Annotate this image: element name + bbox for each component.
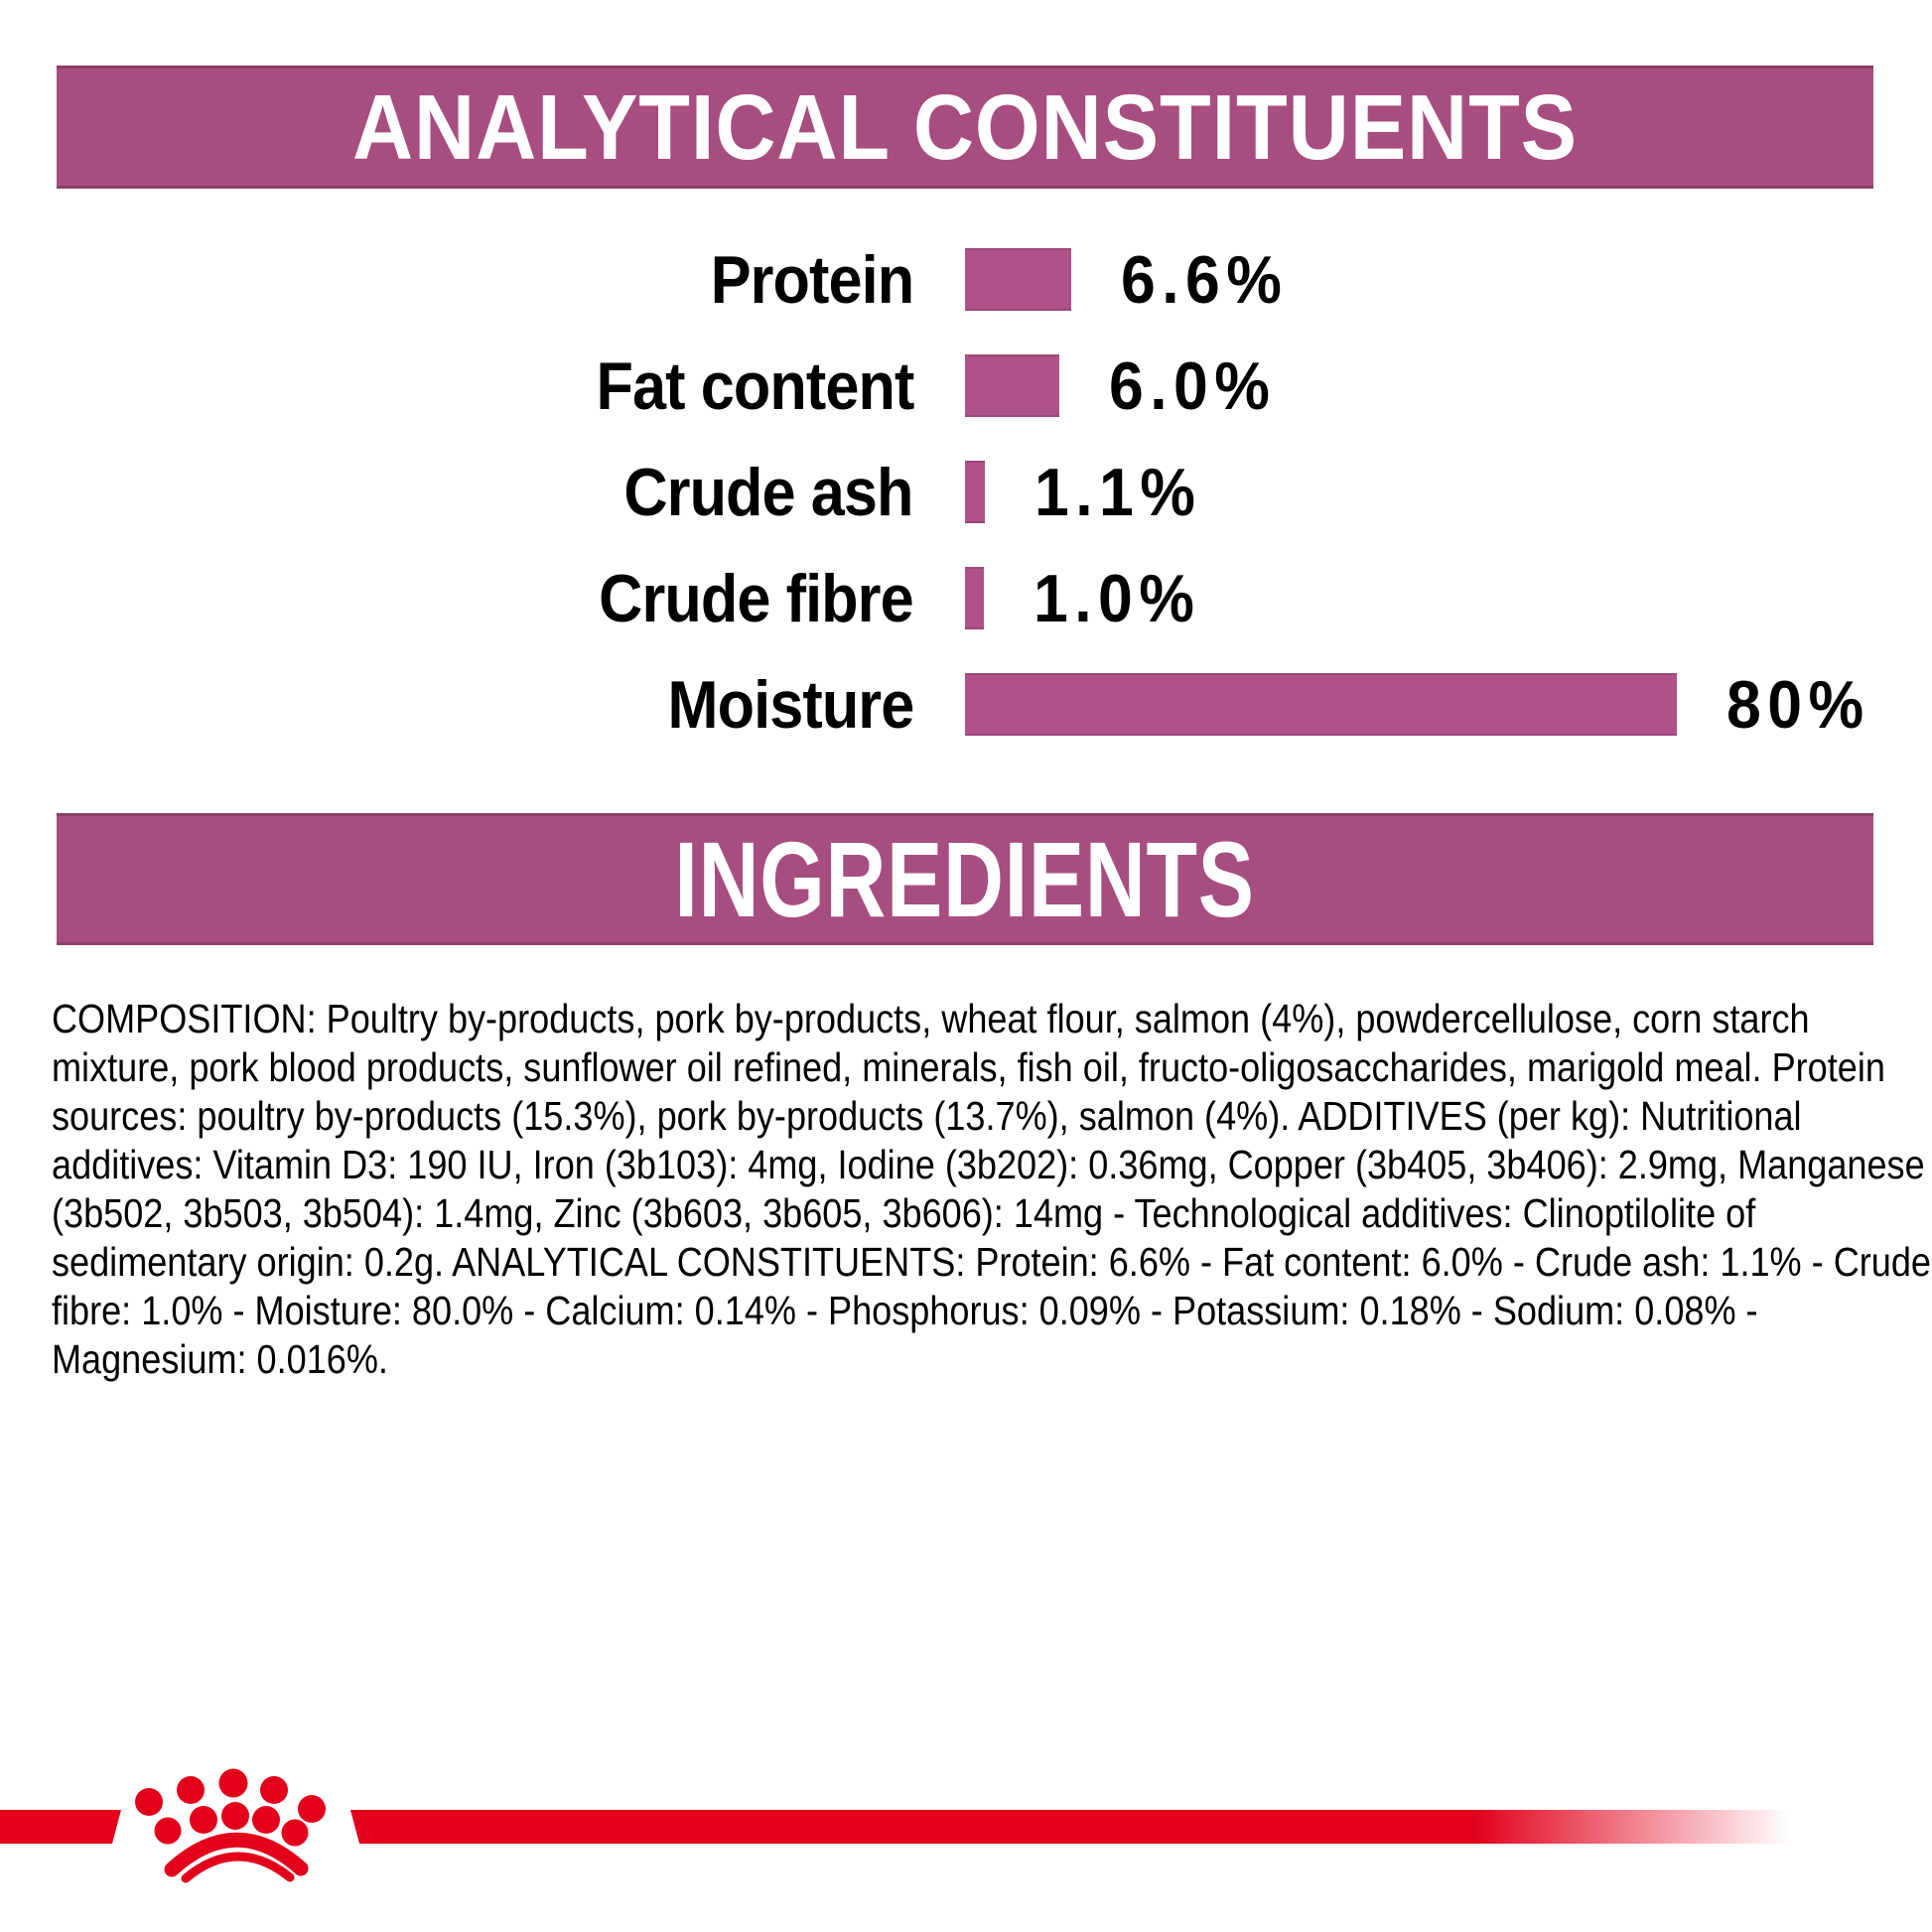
chart-value-label: 6.6% <box>1121 241 1289 318</box>
chart-row-fat-content: Fat content 6.0% <box>52 348 1880 424</box>
chart-row-protein: Protein 6.6% <box>52 242 1880 318</box>
analytical-constituents-title: ANALYTICAL CONSTITUENTS <box>351 74 1579 179</box>
red-stripe-left <box>0 1810 121 1844</box>
chart-category-label: Moisture <box>667 666 914 743</box>
chart-row-crude-fibre: Crude fibre 1.0% <box>52 561 1880 636</box>
chart-category-label: Fat content <box>596 347 914 424</box>
chart-row-crude-ash: Crude ash 1.1% <box>52 455 1880 530</box>
chart-value-label: 1.1% <box>1035 454 1202 530</box>
ingredients-header: INGREDIENTS <box>57 813 1873 945</box>
chart-bar <box>965 248 1071 311</box>
chart-bar <box>965 354 1059 417</box>
composition-text: COMPOSITION: Poultry by-products, pork b… <box>52 996 1931 1382</box>
chart-bar <box>965 567 984 629</box>
chart-value-label: 80% <box>1726 666 1870 743</box>
royal-canin-crown-icon <box>135 1768 326 1883</box>
ingredients-title: INGREDIENTS <box>674 819 1256 939</box>
chart-bar <box>965 673 1677 736</box>
chart-category-label: Crude ash <box>623 454 914 530</box>
red-stripe-right <box>350 1810 1932 1844</box>
chart-category-label: Crude fibre <box>599 560 913 636</box>
analytical-chart: Protein 6.6% Fat content 6.0% Crude ash 1.1% C… <box>52 242 1880 779</box>
chart-category-label: Protein <box>710 241 913 318</box>
chart-value-label: 6.0% <box>1109 347 1277 424</box>
chart-bar <box>965 461 985 523</box>
chart-value-label: 1.0% <box>1034 560 1201 636</box>
chart-row-moisture: Moisture 80% <box>52 667 1880 743</box>
analytical-constituents-header: ANALYTICAL CONSTITUENTS <box>57 66 1873 189</box>
